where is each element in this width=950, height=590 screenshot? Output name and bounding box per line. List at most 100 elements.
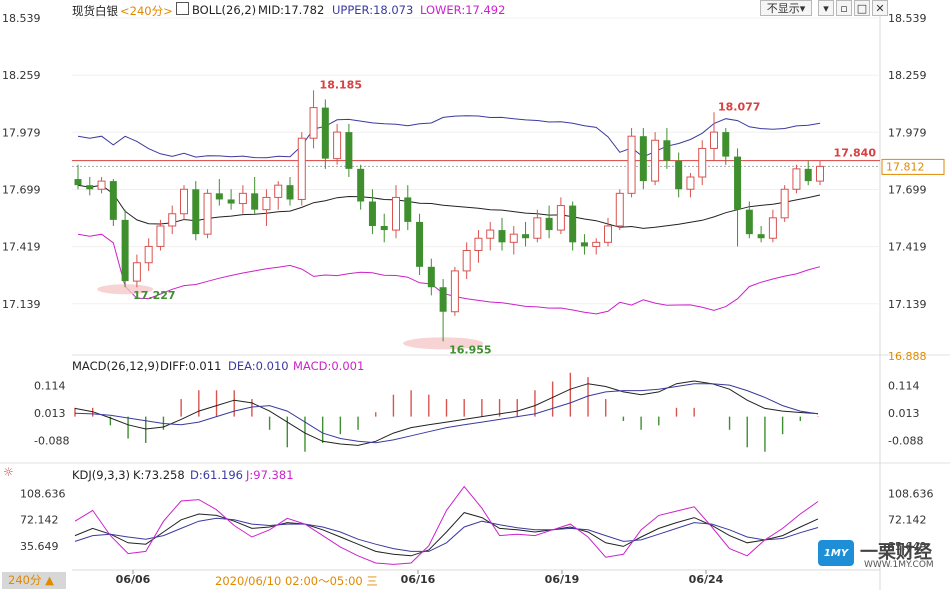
candle-body — [238, 192, 247, 205]
candle-body — [569, 205, 577, 243]
candle-body — [580, 242, 588, 247]
candle-body — [297, 137, 306, 200]
macd-left-tick-1: 0.013 — [34, 407, 66, 420]
kdj-d: D:61.196 — [190, 468, 243, 482]
macd-diff-line — [74, 380, 819, 446]
time-tick-0: 06/06 — [116, 573, 151, 586]
price-right-tick-1: 18.259 — [888, 69, 927, 82]
window-button[interactable]: ▫ — [836, 0, 852, 16]
candle-body — [427, 266, 435, 288]
candle-body — [663, 140, 671, 161]
candle-body — [262, 196, 271, 211]
candle-body — [604, 225, 612, 243]
current-price-tag — [881, 158, 945, 175]
candle-body — [792, 168, 801, 190]
kdj-k-line — [74, 512, 819, 557]
candle-body — [639, 136, 647, 182]
macd-right-tick-0: 0.114 — [888, 379, 920, 392]
low-annotation-1: 17.227 — [133, 289, 175, 302]
candle-body — [380, 225, 388, 231]
kdj-left-tick-2: 35.649 — [20, 540, 59, 553]
macd-dea-line — [74, 383, 819, 444]
indicator-label: BOLL(26,2) — [192, 3, 257, 17]
candle-body — [686, 176, 695, 190]
candle-body — [722, 132, 730, 157]
kdj-left-tick-1: 72.142 — [20, 514, 59, 527]
macd-left-tick-2: -0.088 — [34, 435, 69, 448]
kdj-right-tick-1: 72.142 — [888, 514, 927, 527]
price-left-tick-5: 17.139 — [2, 298, 41, 311]
kdj-j: J:97.381 — [246, 468, 294, 482]
kdj-k: K:73.258 — [133, 468, 185, 482]
close-button[interactable]: ✕ — [872, 0, 888, 16]
candle-body — [192, 189, 200, 235]
candle-body — [474, 237, 483, 251]
move-down-button[interactable]: ▾ — [818, 0, 834, 16]
boll-mid-line — [77, 184, 821, 229]
crosshair-time-label: 2020/06/10 02:00～05:00 三 — [215, 574, 378, 588]
low-highlight-2 — [403, 337, 484, 350]
candle-body — [804, 168, 812, 182]
candle-body — [522, 234, 530, 239]
kdj-settings-icon[interactable]: ☼ — [3, 465, 14, 479]
candle-body — [757, 234, 765, 239]
lower-value: LOWER:17.492 — [420, 3, 506, 17]
candle-body — [333, 131, 342, 160]
candle-body — [203, 192, 212, 235]
macd-dea: DEA:0.010 — [228, 359, 289, 373]
candle-body — [533, 217, 542, 239]
indicator-settings-icon[interactable] — [176, 2, 189, 15]
high-annotation-1: 18.185 — [320, 78, 362, 91]
candle-body — [368, 201, 376, 226]
candle-body — [109, 181, 117, 220]
candle-body — [710, 131, 718, 149]
price-left-tick-3: 17.699 — [2, 183, 41, 196]
ref-line-label: 17.840 — [834, 147, 877, 160]
time-tick-3: 06/24 — [689, 573, 724, 586]
candle-body — [274, 184, 283, 198]
candle-body — [780, 188, 789, 219]
price-right-tick-5: 17.139 — [888, 298, 927, 311]
hide-indicator-dropdown[interactable]: 不显示▾ — [760, 0, 812, 16]
candle-body — [486, 229, 495, 239]
price-extra-tick: 16.888 — [888, 350, 927, 363]
time-tick-2: 06/19 — [545, 573, 580, 586]
price-right-tick-0: 18.539 — [888, 12, 927, 25]
kdj-name: KDJ(9,3,3) — [72, 468, 131, 482]
candle-body — [615, 192, 624, 227]
candle-body — [74, 179, 82, 186]
candle-body — [86, 185, 94, 190]
current-price-label: 17.812 — [886, 160, 925, 173]
candle-body — [168, 213, 177, 227]
macd-name: MACD(26,12,9) — [72, 359, 160, 373]
brand-url: WWW.1MY.COM — [864, 560, 934, 570]
mid-value: MID:17.782 — [258, 3, 325, 17]
low-annotation-2: 16.955 — [449, 343, 491, 356]
candle-body — [498, 230, 506, 243]
price-left-tick-2: 17.979 — [2, 126, 41, 139]
macd-diff: DIFF:0.011 — [160, 359, 222, 373]
candle-body — [816, 165, 824, 182]
candle-body — [215, 193, 223, 200]
kdj-left-tick-0: 108.636 — [20, 487, 66, 500]
candle-body — [357, 168, 365, 202]
period-selector-button[interactable]: 240分 ▲ — [2, 572, 66, 589]
candle-body — [545, 217, 553, 231]
candle-body — [144, 245, 153, 264]
candle-body — [180, 188, 188, 215]
candle-body — [509, 233, 518, 243]
maximize-button[interactable]: □ — [854, 0, 870, 16]
candle-body — [321, 107, 329, 159]
candle-body — [345, 132, 353, 169]
candle-body — [734, 156, 742, 210]
kdj-j-line — [74, 485, 819, 565]
candle-body — [251, 193, 259, 210]
candle-body — [439, 287, 447, 312]
candle-body — [556, 205, 565, 231]
kdj-right-tick-0: 108.636 — [888, 487, 934, 500]
candle-body — [132, 262, 141, 282]
high-annotation-2: 18.077 — [718, 100, 760, 113]
period-label[interactable]: <240分> — [120, 4, 173, 18]
